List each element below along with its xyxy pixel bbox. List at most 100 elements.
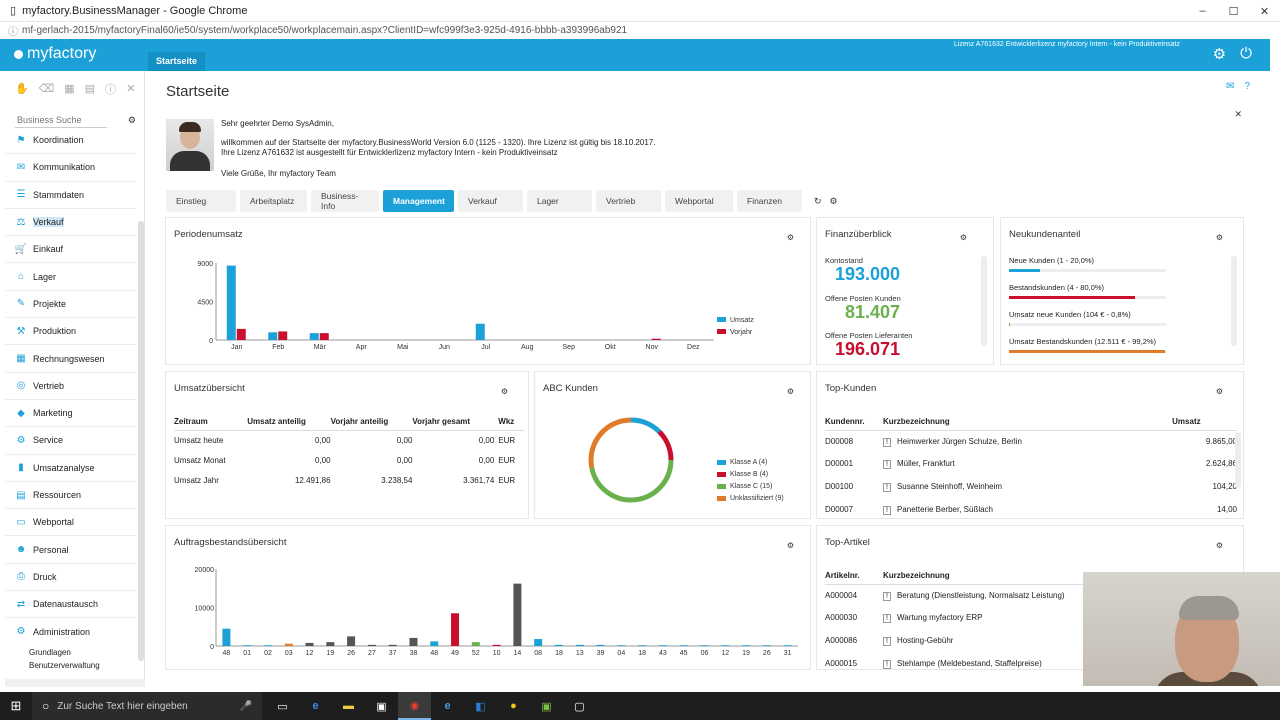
myfactory-logo[interactable]: myfactory	[14, 45, 96, 63]
sidebar-item-einkauf[interactable]: 🛒 Einkauf	[5, 236, 136, 264]
sidebar-item-vertrieb[interactable]: ◎ Vertrieb	[5, 373, 136, 400]
sidebar-item-projekte[interactable]: ✎ Projekte	[5, 291, 136, 319]
table-row[interactable]: Umsatz Monat 0,00 0,00 0,00 EUR	[174, 450, 524, 470]
table-row[interactable]: D00001 ! Müller, Frankfurt 2.624,86	[825, 452, 1237, 475]
sidebar-item-umsatzanalyse[interactable]: ▮ Umsatzanalyse	[5, 455, 136, 482]
table-row[interactable]: A000030 ! Wartung myfactory ERP	[825, 606, 1237, 629]
tab-business-info[interactable]: Business-Info	[311, 190, 379, 212]
col-artikelnr[interactable]: Artikelnr.	[825, 568, 883, 585]
tab-arbeitsplatz[interactable]: Arbeitsplatz	[240, 190, 307, 212]
address-bar[interactable]: ⓘ mf-gerlach-2015/myfactoryFinal60/ie50/…	[0, 22, 1280, 39]
panel-scrollbar[interactable]	[1231, 256, 1237, 346]
tab-lager[interactable]: Lager	[527, 190, 592, 212]
tab-verkauf[interactable]: Verkauf	[458, 190, 523, 212]
refresh-icon[interactable]: ↻	[814, 195, 822, 206]
sidebar-item-druck[interactable]: ⎙ Druck	[5, 564, 136, 592]
sidebar-item-produktion[interactable]: ⚒ Produktion	[5, 318, 136, 346]
table-row[interactable]: D00008 ! Heimwerker Jürgen Schulze, Berlin…	[825, 430, 1237, 452]
tab-startseite[interactable]: Startseite	[148, 52, 206, 71]
sidebar-subitem-grundlagen[interactable]: Grundlagen	[29, 647, 71, 657]
table-row[interactable]: D00100 ! Susanne Steinhoff, Weinheim 104,20	[825, 475, 1237, 498]
tab-management[interactable]: Management	[383, 190, 454, 212]
tab-finanzen[interactable]: Finanzen	[737, 190, 802, 212]
business-search-input[interactable]	[15, 112, 107, 128]
search-settings-icon[interactable]: ⚙	[127, 114, 136, 125]
tab-einstieg[interactable]: Einstieg	[166, 190, 236, 212]
sidebar-item-ressourcen[interactable]: ▤ Ressourcen	[5, 482, 136, 510]
edge-icon[interactable]: e	[312, 700, 319, 712]
pin-icon[interactable]: ✋	[15, 83, 29, 95]
panel-scrollbar[interactable]	[981, 256, 987, 346]
sidebar-item-rechnungswesen[interactable]: ▦ Rechnungswesen	[5, 345, 136, 373]
close-window-button[interactable]: ✕	[1259, 5, 1270, 18]
sidebar-scrollbar[interactable]	[138, 221, 144, 661]
sidebar-item-verkauf[interactable]: ⚖ Verkauf	[5, 209, 136, 237]
panel-settings-icon[interactable]: ⚙	[1215, 233, 1223, 242]
mail-icon[interactable]: ✉	[1226, 81, 1235, 92]
info-marker-icon[interactable]: !	[883, 437, 891, 447]
explorer-folder-icon[interactable]: ▬	[343, 700, 354, 712]
sidebar-subitem-benutzerverwaltung[interactable]: Benutzerverwaltung	[29, 660, 100, 670]
outlook-icon[interactable]: ◧	[475, 700, 486, 713]
app-white-icon[interactable]: ▢	[574, 700, 585, 713]
taskbar-search[interactable]: ○ Zur Suche Text hier eingeben 🎤	[32, 692, 262, 720]
table-row[interactable]: A000086 ! Hosting-Gebühr	[825, 629, 1237, 652]
windows-start-icon[interactable]: ⊞	[10, 698, 22, 713]
sidebar-item-marketing[interactable]: ◆ Marketing	[5, 400, 136, 428]
tabs-settings-icon[interactable]: ⚙	[829, 195, 838, 206]
info-marker-icon[interactable]: !	[883, 483, 891, 492]
panel-settings-icon[interactable]: ⚙	[786, 233, 794, 242]
col-umsatz[interactable]: Umsatz	[1172, 414, 1237, 431]
sidebar-item-kommunikation[interactable]: ✉ Kommunikation	[5, 154, 136, 182]
store-icon[interactable]: ▣	[376, 700, 387, 713]
sidebar-item-administration[interactable]: ⚙ Administration	[5, 618, 136, 645]
tab-webportal[interactable]: Webportal	[665, 190, 733, 212]
table-row[interactable]: A000015 ! Stehlampe (Meldebestand, Staffel…	[825, 652, 1237, 669]
sidebar-item-koordination[interactable]: ⚑ Koordination	[5, 127, 136, 155]
col-zeitraum[interactable]: Zeitraum	[174, 414, 248, 431]
info-marker-icon[interactable]: !	[883, 591, 891, 601]
close-icon[interactable]: ✕	[126, 83, 136, 95]
eraser-icon[interactable]: ⌫	[38, 83, 55, 95]
table-row[interactable]: D00007 ! Panetterie Berber, Süßlach 14,00	[825, 498, 1237, 518]
sidebar-item-webportal[interactable]: ▭ Webportal	[5, 509, 136, 537]
document-icon[interactable]: ▤	[84, 83, 96, 95]
col-wkz[interactable]: Wkz	[494, 414, 524, 431]
info-icon[interactable]: ⓘ	[8, 27, 18, 38]
task-view-icon[interactable]: ▭	[277, 700, 288, 713]
panel-settings-icon[interactable]: ⚙	[1215, 387, 1223, 396]
minimize-button[interactable]: –	[1199, 5, 1206, 17]
table-row[interactable]: Umsatz Jahr 12.491,86 3.238,54 3.361,74 …	[174, 470, 524, 490]
col-umsatz-anteilig[interactable]: Umsatz anteilig	[247, 414, 331, 431]
col-vorjahr-gesamt[interactable]: Vorjahr gesamt	[412, 414, 495, 431]
sidebar-horizontal-scrollbar[interactable]	[5, 679, 145, 687]
help-icon[interactable]: ⓘ	[105, 83, 117, 96]
panel-settings-icon[interactable]: ⚙	[959, 233, 967, 242]
col-kundennr[interactable]: Kundennr.	[825, 414, 883, 431]
info-marker-icon[interactable]: !	[883, 637, 891, 646]
info-marker-icon[interactable]: !	[883, 506, 891, 515]
info-marker-icon[interactable]: !	[883, 614, 891, 623]
tab-vertrieb[interactable]: Vertrieb	[596, 190, 661, 212]
sidebar-item-personal[interactable]: ☻ Personal	[5, 536, 136, 564]
sidebar-item-lager[interactable]: ⌂ Lager	[5, 263, 136, 291]
chrome-icon[interactable]: ◉	[398, 692, 431, 720]
table-row[interactable]: Umsatz heute 0,00 0,00 0,00 EUR	[174, 430, 524, 450]
table-row[interactable]: A000004 ! Beratung (Dienstleistung, Normal…	[825, 584, 1237, 606]
col-vorjahr-anteilig[interactable]: Vorjahr anteilig	[330, 414, 413, 431]
microphone-icon[interactable]: 🎤	[239, 700, 252, 712]
info-marker-icon[interactable]: !	[883, 660, 891, 669]
panel-settings-icon[interactable]: ⚙	[786, 541, 794, 550]
info-marker-icon[interactable]: !	[883, 460, 891, 469]
app-green-icon[interactable]: ▣	[541, 700, 552, 713]
col-kurzbezeichnung[interactable]: Kurzbezeichnung	[883, 414, 1173, 431]
power-icon[interactable]: ⏻	[1240, 45, 1252, 62]
panel-settings-icon[interactable]: ⚙	[500, 387, 508, 396]
app-yellow-icon[interactable]: ●	[510, 700, 517, 712]
sidebar-item-service[interactable]: ⚙ Service	[5, 427, 136, 455]
ie-icon[interactable]: e	[444, 700, 451, 712]
maximize-button[interactable]: ☐	[1228, 5, 1239, 18]
sidebar-item-datenaustausch[interactable]: ⇄ Datenaustausch	[5, 591, 136, 619]
close-page-icon[interactable]: ✕	[1234, 109, 1242, 119]
help-bubble-icon[interactable]: ?	[1244, 81, 1250, 92]
